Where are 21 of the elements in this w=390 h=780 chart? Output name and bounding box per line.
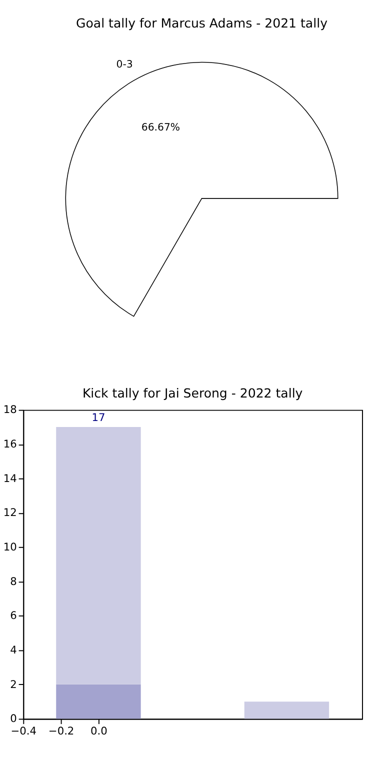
y-tick-label: 14: [3, 472, 18, 485]
y-tick-label: 0: [10, 712, 18, 726]
chart-title: Goal tally for Marcus Adams - 2021 tally: [76, 16, 328, 31]
y-tick-label: 4: [10, 643, 18, 656]
chart-title: Kick tally for Jai Serong - 2022 tally: [82, 385, 304, 400]
y-tick-label: 6: [10, 609, 18, 622]
bar: [56, 427, 141, 684]
bar: [56, 684, 141, 719]
bar: [244, 702, 330, 719]
x-tick-label: 0.0: [90, 724, 108, 738]
data-label: 66.67%: [141, 122, 180, 134]
y-tick-label: 2: [10, 678, 17, 691]
x-tick-label: −0.2: [48, 724, 74, 738]
y-tick-label: 12: [3, 506, 17, 520]
x-tick-label: −0.4: [10, 724, 37, 738]
y-tick-label: 18: [3, 403, 18, 416]
y-tick-label: 8: [10, 574, 18, 588]
y-tick-label: 10: [3, 540, 18, 554]
y-tick-label: 16: [3, 438, 18, 451]
total-label: 17: [92, 411, 106, 424]
slice-label: 0-3: [116, 60, 133, 71]
